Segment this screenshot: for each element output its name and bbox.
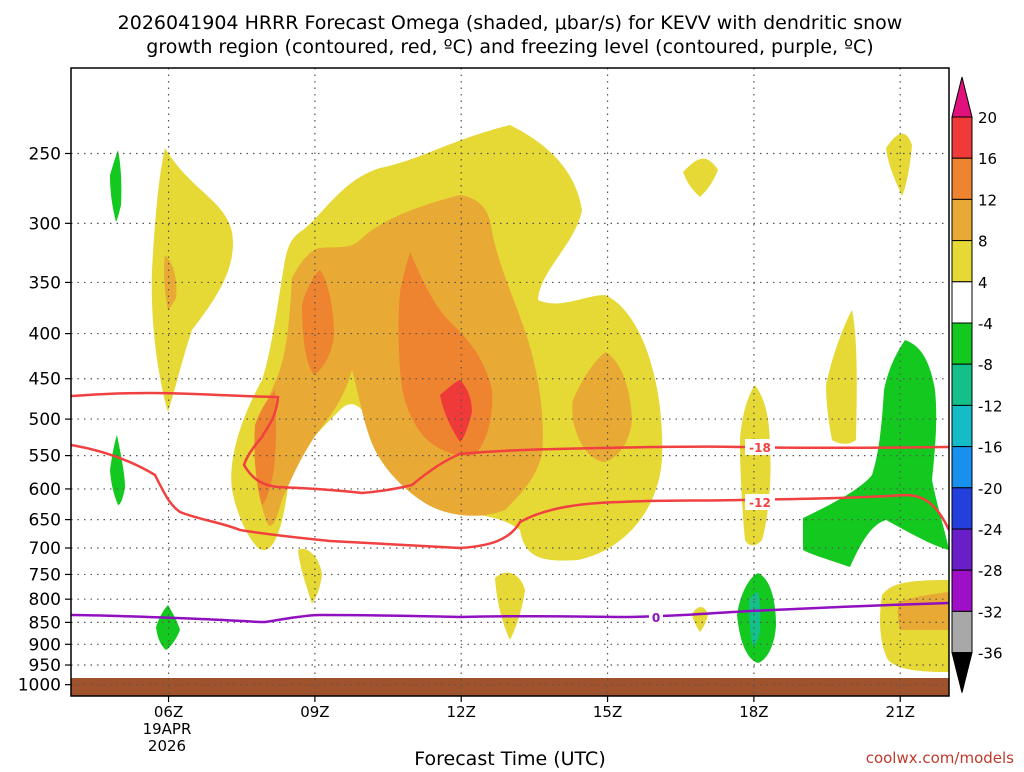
omega-region-green-right [803,340,949,567]
omega-region-green-top-left [110,150,122,222]
contour-line-minus-12 [71,443,949,550]
x-tick-label: 06Z [154,703,183,721]
y-tick-label: 750 [29,565,61,585]
temperature-contours [71,391,949,624]
omega-region-red-12z [440,380,472,442]
x-axis: 06Z 09Z 12Z 15Z 18Z 21Z [154,696,915,721]
contour-label-bg [649,609,663,625]
colorbar-label: 12 [978,191,997,209]
y-tick-label: 400 [29,325,61,345]
x-tick-label: 12Z [447,703,476,721]
omega-region-yellow-small-17z [692,606,708,632]
omega-region-yellow-top-21z [886,133,912,196]
x-tick-label: 15Z [593,703,622,721]
colorbar-label: -4 [978,315,993,333]
y-tick-label: 250 [29,144,61,164]
chart-title-line2: growth region (contoured, red, ºC) and f… [146,36,873,58]
colorbar-label: -24 [978,521,1003,539]
colorbar-swatch [951,322,973,365]
colorbar-label: -20 [978,480,1003,498]
plot-frame [70,67,950,697]
colorbar-swatch [951,116,973,159]
colorbar-label: -36 [978,645,1003,663]
x-date-line1: 19APR [143,720,192,738]
x-tick-label: 21Z [886,703,915,721]
colorbar-swatch [951,569,973,612]
y-tick-label: 450 [29,370,61,390]
y-tick-label: 950 [29,656,61,676]
omega-region-gold-bottom-right [897,592,949,630]
contour-line-freezing-0 [71,601,949,624]
omega-region-green-mid-left [110,435,125,505]
colorbar-label: -12 [978,397,1003,415]
y-tick-label: 500 [29,410,61,430]
omega-region-teal-18z [749,592,761,646]
colorbar-label: 8 [978,233,988,251]
grid-lines [71,68,949,696]
colorbar-label: 20 [978,109,997,127]
y-tick-label: 700 [29,539,61,559]
contour-labels: -18 -12 0 [649,439,775,625]
colorbar-swatch [951,363,973,406]
colorbar-swatch [951,198,973,242]
y-tick-label: 850 [29,613,61,633]
omega-region-yellow-column-18z [740,385,771,546]
y-tick-label: 650 [29,511,61,531]
y-tick-label: 300 [29,214,61,234]
colorbar-swatch [951,281,973,324]
y-tick-label: 900 [29,635,61,655]
colorbar-label: -16 [978,439,1003,457]
ground-surface [71,678,949,696]
omega-region-orange-09z [302,270,334,375]
colorbar-top-triangle [951,76,973,118]
contour-label: -12 [749,496,771,510]
chart-title-line1: 2026041904 HRRR Forecast Omega (shaded, … [118,12,903,34]
colorbar: 20 16 12 8 4 -4 -8 -12 -16 -20 -24 -28 -32 -36 [951,76,1003,693]
contour-label: 0 [652,611,660,625]
colorbar-label: 16 [978,150,997,168]
colorbar-swatch [951,610,973,654]
colorbar-swatch [951,240,973,283]
x-date-line2: 2026 [148,737,186,755]
colorbar-swatch [951,528,973,571]
y-axis: 2503003504004505005506006507007508008509… [18,144,71,696]
x-axis-label: Forecast Time (UTC) [414,748,605,768]
contour-label-bg [745,494,775,510]
y-tick-label: 600 [29,480,61,500]
watermark: coolwx.com/models [866,749,1014,767]
x-tick-label: 18Z [739,703,768,721]
colorbar-label: 4 [978,274,988,292]
contour-label: -18 [749,441,771,455]
contour-label-bg [745,439,775,455]
omega-shading [110,125,949,672]
contour-line-minus-18 [71,391,949,495]
colorbar-swatch [951,487,973,530]
colorbar-label: -28 [978,562,1003,580]
omega-region-yellow-drip-2 [495,572,525,640]
colorbar-label: -32 [978,603,1003,621]
omega-region-gold-right-blob [572,352,632,462]
y-tick-label: 800 [29,590,61,610]
omega-region-yellow-small-top [683,158,718,197]
colorbar-swatch [951,157,973,200]
omega-region-yellow-drip-1 [298,548,322,604]
y-tick-label: 350 [29,273,61,293]
omega-region-gold-left [164,255,177,310]
x-tick-label: 09Z [300,703,329,721]
y-tick-label: 550 [29,447,61,467]
omega-region-yellow-column-20z [826,310,857,444]
y-tick-label: 1000 [18,676,61,696]
colorbar-label: -8 [978,356,993,374]
colorbar-swatch [951,446,973,489]
colorbar-bottom-triangle [951,652,973,693]
colorbar-swatch [951,404,973,448]
omega-region-yellow-left [151,148,233,412]
